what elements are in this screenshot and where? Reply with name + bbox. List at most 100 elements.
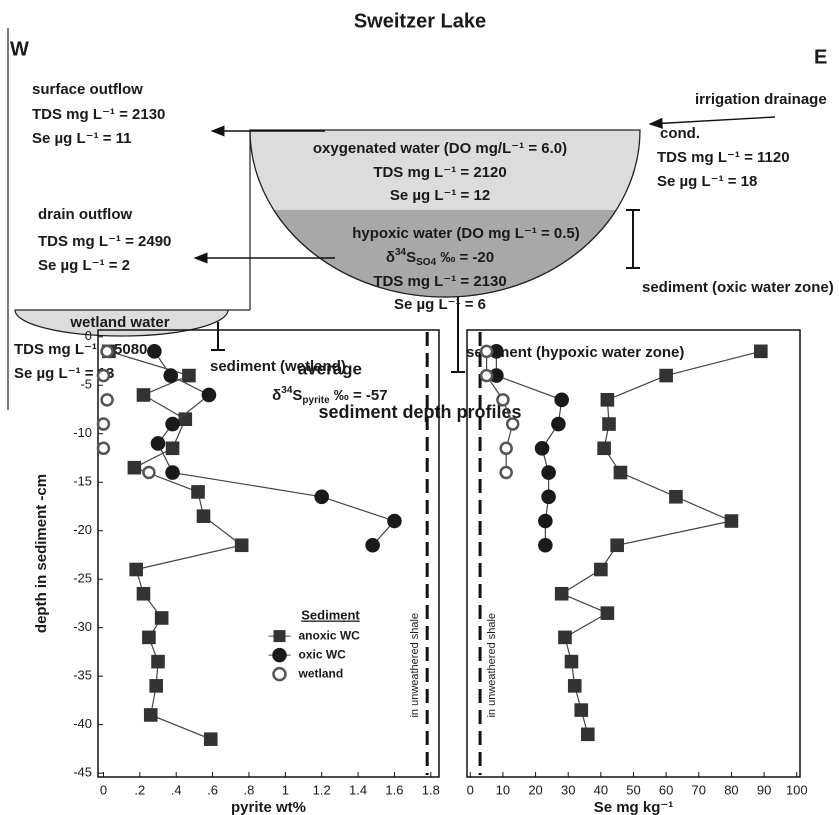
label: S: [406, 249, 416, 266]
marker: [163, 368, 179, 383]
series-line: [108, 350, 244, 740]
label: surface outflow: [32, 81, 143, 98]
marker: [203, 732, 218, 746]
x-tick-label: 0: [467, 782, 474, 797]
x-tick-label: 1: [282, 782, 289, 797]
marker: [479, 344, 494, 359]
marker: [580, 727, 595, 742]
marker: [165, 416, 180, 432]
annotation: δ34Spyrite ‰ = -57: [272, 385, 387, 406]
plot-frame: [466, 329, 801, 778]
marker: [387, 513, 402, 529]
marker: [600, 393, 615, 407]
marker: [600, 606, 615, 620]
label: Se µg L⁻¹ = 13: [14, 365, 114, 382]
y-tick-label: -5: [80, 377, 92, 392]
x-tick-label: 90: [757, 782, 771, 797]
marker: [479, 368, 494, 383]
marker: [567, 679, 582, 693]
marker: [594, 562, 608, 577]
marker: [314, 489, 329, 505]
arrow: [648, 116, 776, 129]
marker: [365, 537, 380, 553]
x-tick-label: .2: [134, 782, 145, 797]
x-tick-label: 1.2: [313, 782, 331, 797]
annotation-part: pyrite: [302, 395, 330, 406]
label: cond.: [660, 125, 700, 142]
label: 34: [395, 247, 407, 258]
marker: [505, 417, 520, 431]
legend-title: Sediment: [301, 608, 360, 623]
label: TDS mg L⁻¹ = 2130: [373, 273, 506, 290]
annotation-part: S: [292, 387, 302, 404]
annotation-part: 34: [281, 385, 293, 396]
marker: [538, 537, 553, 553]
west-label: W: [10, 38, 29, 60]
marker: [136, 388, 151, 402]
label: SO4: [416, 257, 436, 268]
label: TDS mg L⁻¹ = 1120: [657, 149, 790, 166]
marker: [613, 465, 628, 480]
reference-label: in unweathered shale: [486, 613, 498, 718]
x-tick-label: 70: [692, 782, 706, 797]
marker: [165, 441, 180, 456]
marker: [196, 509, 211, 523]
marker: [96, 368, 111, 383]
y-tick-label: -40: [73, 716, 92, 731]
marker: [534, 440, 550, 456]
label: TDS mg L⁻¹ = 2130: [32, 106, 165, 123]
label: sediment (wetland): [210, 358, 346, 375]
label: δ: [386, 249, 395, 266]
marker: [538, 513, 553, 529]
x-tick-label: 100: [786, 782, 808, 797]
label: Se µg L⁻¹ = 6: [394, 296, 486, 313]
y-tick-label: -30: [73, 619, 92, 634]
x-tick-label: 1.8: [422, 782, 440, 797]
marker: [610, 538, 624, 553]
series-line: [560, 350, 761, 735]
marker: [136, 586, 151, 601]
marker: [554, 392, 569, 408]
x-tick-label: .8: [244, 782, 255, 797]
y-tick-label: -20: [73, 522, 92, 537]
label: Se µg L⁻¹ = 11: [32, 130, 132, 147]
label: sediment (oxic water zone): [642, 279, 834, 296]
y-axis-label: depth in sediment -cm: [33, 474, 50, 633]
marker: [178, 412, 193, 427]
marker: [499, 465, 513, 480]
x-tick-label: 1.4: [349, 782, 367, 797]
annotation-part: ‰ = -57: [330, 387, 388, 404]
marker: [541, 465, 556, 480]
marker: [127, 460, 142, 475]
marker: [659, 368, 673, 383]
legend-label: oxic WC: [299, 647, 347, 661]
y-tick-label: 0: [85, 328, 92, 343]
x-axis-label: Se mg kg⁻¹: [594, 799, 674, 815]
label: drain outflow: [38, 206, 132, 223]
marker: [541, 489, 556, 505]
plot-frame: [97, 329, 440, 778]
x-tick-label: .6: [207, 782, 218, 797]
y-tick-label: -45: [73, 765, 92, 780]
annotation: average: [298, 359, 362, 378]
x-tick-label: 50: [626, 782, 640, 797]
annotation-part: δ: [272, 387, 281, 404]
marker: [754, 344, 768, 359]
marker: [201, 387, 217, 403]
label: TDS mg L⁻¹ = 2490: [38, 233, 171, 250]
marker: [143, 708, 158, 722]
marker: [182, 368, 196, 383]
label: Se µg L⁻¹ = 2: [38, 257, 130, 274]
legend-marker: [272, 647, 287, 663]
marker: [165, 465, 180, 480]
marker: [96, 417, 111, 431]
y-tick-label: -25: [73, 571, 92, 586]
label: sediment (hypoxic water zone): [466, 344, 684, 361]
x-tick-label: 10: [496, 782, 510, 797]
marker: [149, 679, 163, 693]
label: ‰ = -20: [436, 249, 494, 266]
legend-label: anoxic WC: [299, 628, 361, 642]
x-tick-label: 80: [724, 782, 738, 797]
label: TDS mg L⁻¹ = 5080: [14, 341, 147, 358]
